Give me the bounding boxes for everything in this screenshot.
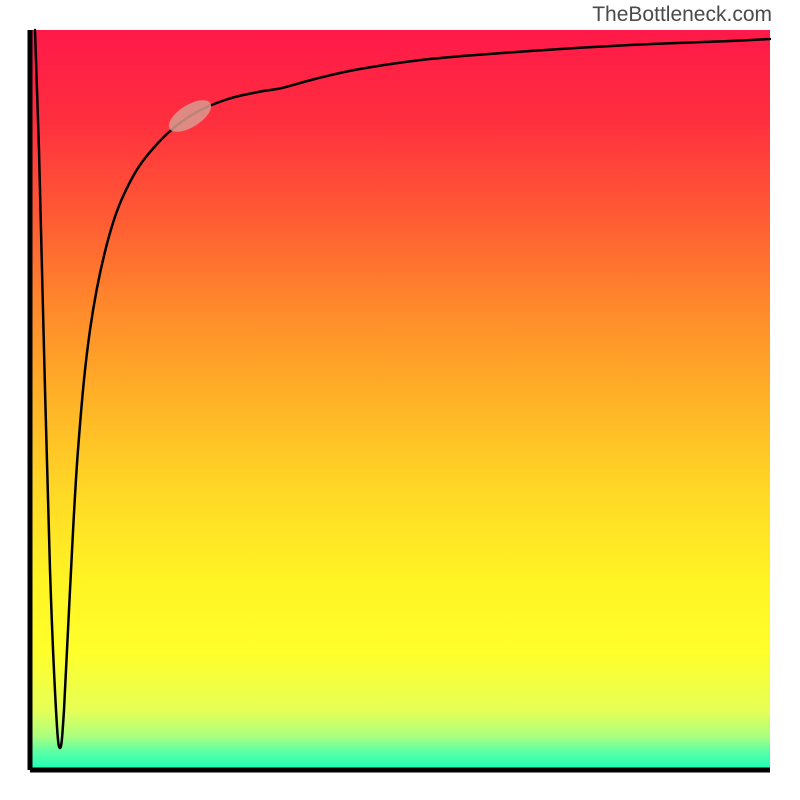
watermark-text: TheBottleneck.com bbox=[592, 3, 772, 27]
curve-svg bbox=[30, 30, 770, 770]
chart-container: TheBottleneck.com bbox=[0, 0, 800, 800]
curve-marker bbox=[164, 94, 216, 138]
bottleneck-curve bbox=[35, 30, 770, 748]
